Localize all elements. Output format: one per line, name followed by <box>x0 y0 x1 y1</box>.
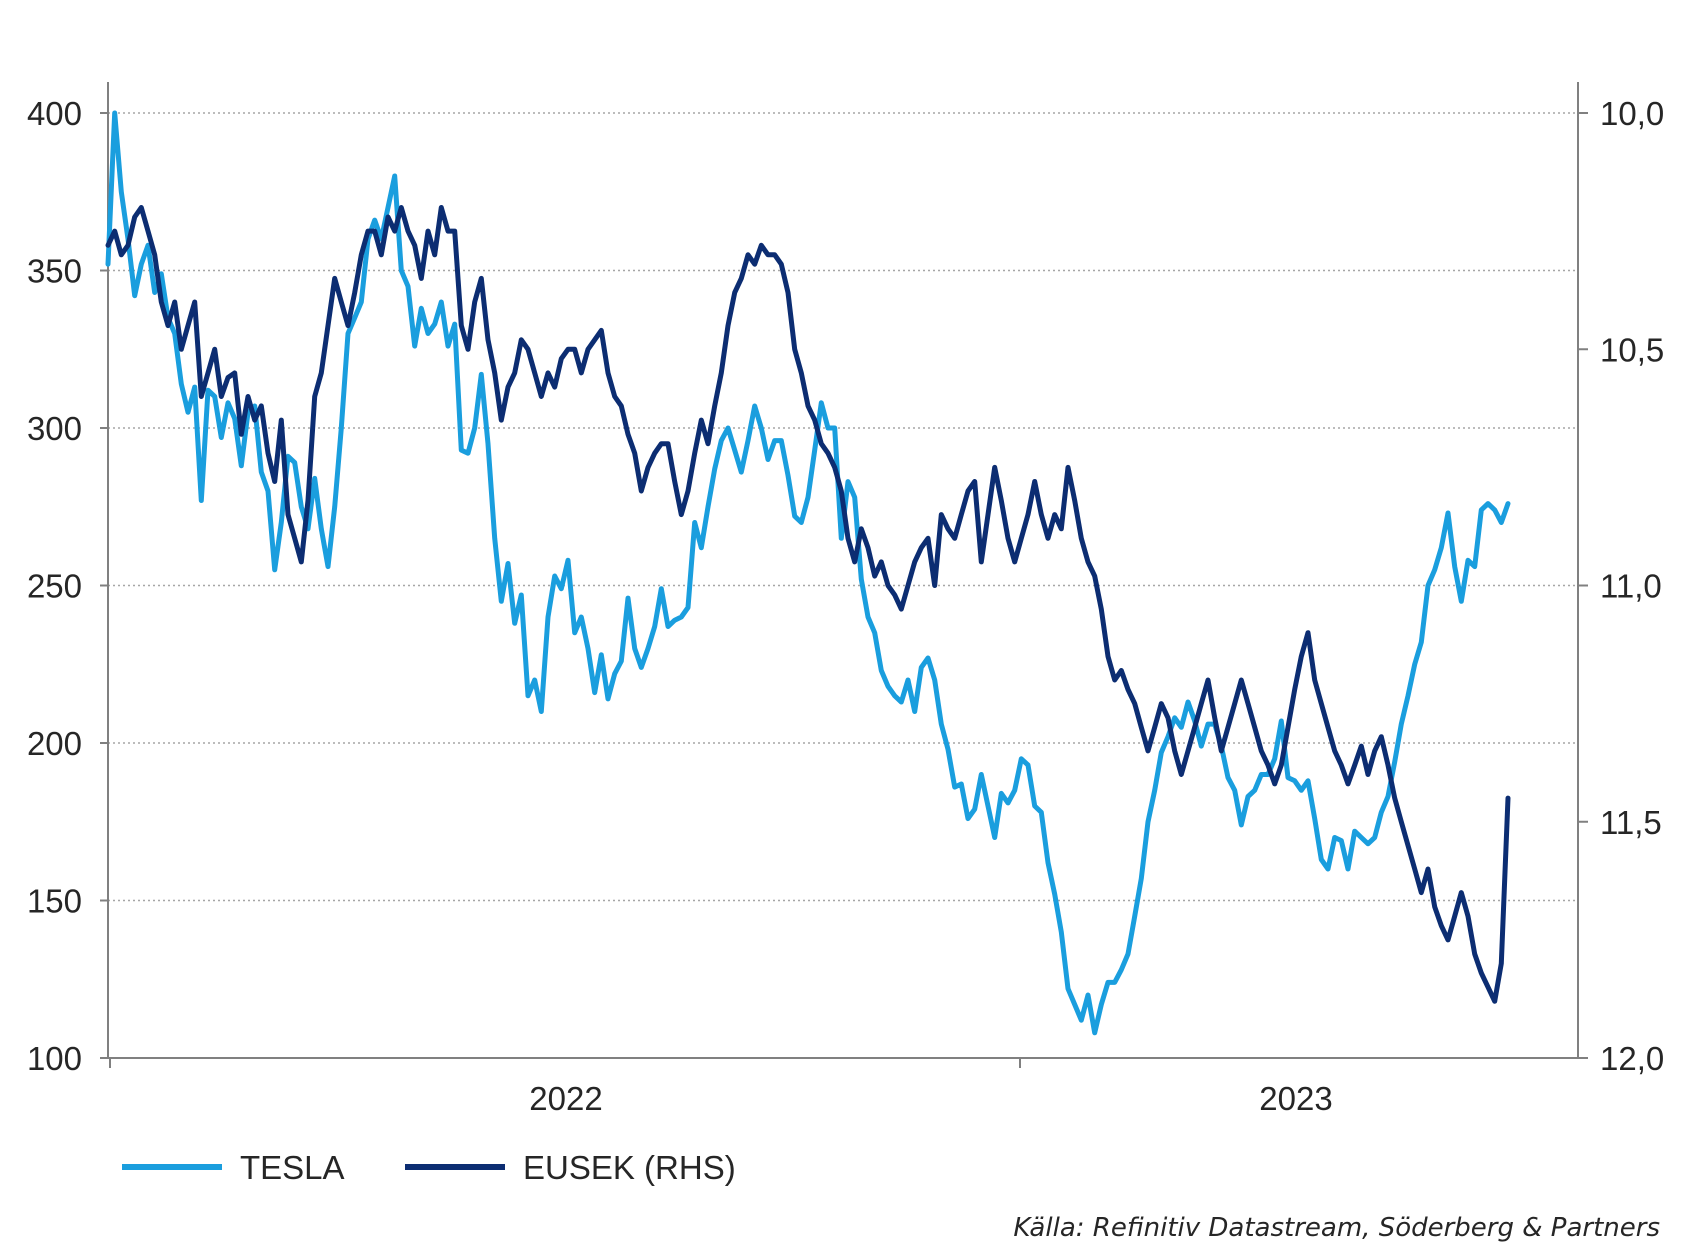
legend-label-tesla: TESLA <box>240 1149 345 1186</box>
left-tick-label: 250 <box>27 568 82 605</box>
gridlines <box>108 112 1578 902</box>
axes <box>107 82 1579 1059</box>
left-tick-label: 150 <box>27 883 82 920</box>
left-tick-label: 200 <box>27 725 82 762</box>
series-lines <box>105 110 1511 1036</box>
source-note: Källa: Refinitiv Datastream, Söderberg &… <box>1013 1213 1660 1243</box>
legend: TESLA EUSEK (RHS) <box>122 1149 736 1186</box>
x-tick-label: 2022 <box>529 1080 602 1117</box>
left-tick-label: 350 <box>27 253 82 290</box>
right-tick-label: 10,0 <box>1600 95 1664 132</box>
legend-label-eusek: EUSEK (RHS) <box>523 1149 736 1186</box>
series-line-tesla <box>105 110 1511 1036</box>
x-axis-ticks: 2022 2023 <box>109 1058 1333 1117</box>
left-tick-label: 100 <box>27 1040 82 1077</box>
series-line-eusek <box>105 205 1511 1004</box>
left-tick-label: 400 <box>27 95 82 132</box>
x-tick-label: 2023 <box>1259 1080 1332 1117</box>
right-tick-label: 12,0 <box>1600 1040 1664 1077</box>
left-tick-label: 300 <box>27 410 82 447</box>
right-tick-label: 11,5 <box>1600 804 1662 841</box>
right-y-axis-ticks: 10,0 10,5 11,0 11,5 12,0 <box>1578 95 1664 1077</box>
right-tick-label: 10,5 <box>1600 331 1664 368</box>
left-y-axis-ticks: 100 150 200 250 300 350 400 <box>27 95 108 1077</box>
right-tick-label: 11,0 <box>1600 568 1662 605</box>
